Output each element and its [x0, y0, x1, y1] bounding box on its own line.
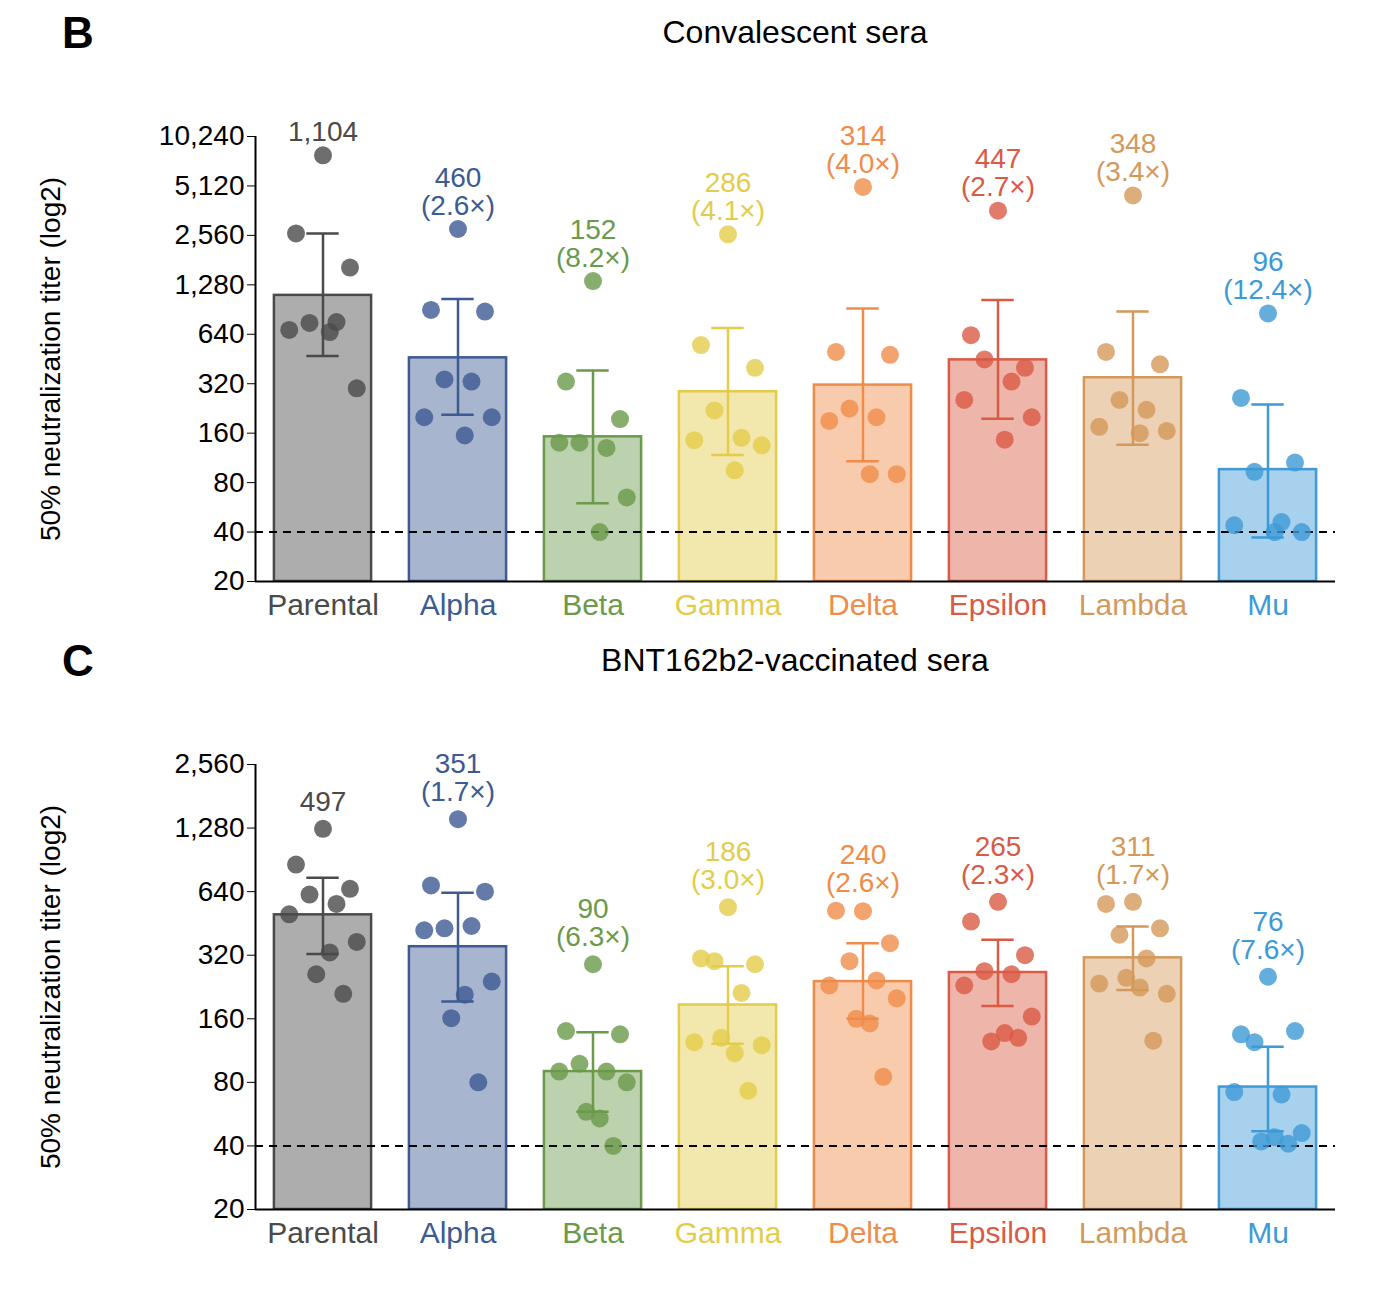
svg-text:Gamma: Gamma [675, 588, 782, 621]
svg-text:640: 640 [198, 318, 245, 349]
svg-text:Beta: Beta [562, 588, 624, 621]
svg-text:265(2.3×): 265(2.3×) [961, 831, 1035, 890]
svg-text:50% neutralization titer (log2: 50% neutralization titer (log2) [35, 805, 66, 1169]
svg-text:10,240: 10,240 [159, 120, 245, 151]
svg-text:50% neutralization titer (log2: 50% neutralization titer (log2) [35, 177, 66, 541]
svg-text:240(2.6×): 240(2.6×) [826, 839, 900, 898]
svg-text:160: 160 [198, 417, 245, 448]
svg-text:Delta: Delta [828, 588, 898, 621]
svg-text:351(1.7×): 351(1.7×) [421, 748, 495, 807]
svg-text:96(12.4×): 96(12.4×) [1223, 246, 1313, 305]
svg-text:Parental: Parental [267, 588, 379, 621]
svg-text:Lambda: Lambda [1079, 588, 1188, 621]
svg-text:40: 40 [213, 516, 244, 547]
html-text:Convalescent sera: Convalescent sera [662, 14, 928, 50]
svg-text:80: 80 [213, 1066, 244, 1097]
svg-text:40: 40 [213, 1130, 244, 1161]
svg-text:Alpha: Alpha [420, 588, 497, 621]
svg-text:Beta: Beta [562, 1216, 624, 1249]
html-text:C: C [62, 636, 94, 685]
svg-text:20: 20 [213, 1193, 244, 1224]
svg-text:20: 20 [213, 565, 244, 596]
svg-text:Lambda: Lambda [1079, 1216, 1188, 1249]
svg-text:Delta: Delta [828, 1216, 898, 1249]
svg-text:5,120: 5,120 [174, 170, 244, 201]
svg-text:497: 497 [300, 786, 347, 817]
svg-text:Alpha: Alpha [420, 1216, 497, 1249]
svg-text:160: 160 [198, 1003, 245, 1034]
svg-text:Parental: Parental [267, 1216, 379, 1249]
svg-text:90(6.3×): 90(6.3×) [556, 893, 630, 952]
html-text:BNT162b2-vaccinated sera: BNT162b2-vaccinated sera [601, 642, 989, 678]
svg-text:76(7.6×): 76(7.6×) [1231, 906, 1305, 965]
svg-text:286(4.1×): 286(4.1×) [691, 167, 765, 226]
svg-text:320: 320 [198, 368, 245, 399]
svg-text:460(2.6×): 460(2.6×) [421, 162, 495, 221]
svg-text:80: 80 [213, 467, 244, 498]
svg-text:Mu: Mu [1247, 1216, 1289, 1249]
svg-text:348(3.4×): 348(3.4×) [1096, 128, 1170, 187]
svg-text:447(2.7×): 447(2.7×) [961, 143, 1035, 202]
svg-text:186(3.0×): 186(3.0×) [691, 836, 765, 895]
svg-text:152(8.2×): 152(8.2×) [556, 214, 630, 273]
html-text:B: B [62, 8, 94, 57]
svg-text:320: 320 [198, 939, 245, 970]
svg-text:1,280: 1,280 [174, 812, 244, 843]
svg-text:1,280: 1,280 [174, 269, 244, 300]
svg-text:Epsilon: Epsilon [949, 1216, 1047, 1249]
svg-text:311(1.7×): 311(1.7×) [1096, 831, 1170, 890]
svg-text:2,560: 2,560 [174, 748, 244, 779]
svg-text:314(4.0×): 314(4.0×) [826, 120, 900, 179]
svg-text:Epsilon: Epsilon [949, 588, 1047, 621]
svg-text:Mu: Mu [1247, 588, 1289, 621]
svg-text:2,560: 2,560 [174, 219, 244, 250]
svg-text:Gamma: Gamma [675, 1216, 782, 1249]
svg-text:640: 640 [198, 876, 245, 907]
svg-text:1,104: 1,104 [288, 116, 358, 147]
